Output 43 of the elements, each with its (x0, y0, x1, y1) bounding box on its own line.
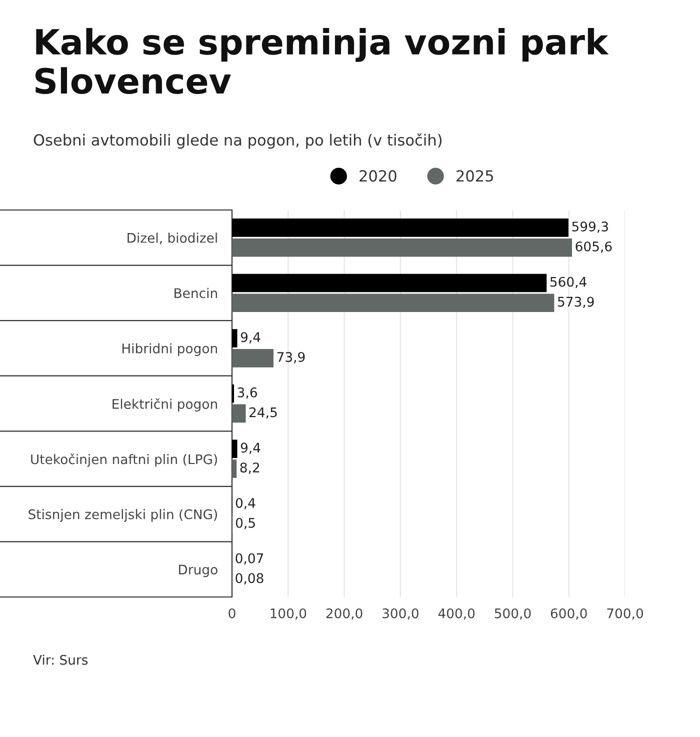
x-tick-label: 300,0 (382, 608, 418, 620)
x-tick-label: 400,0 (438, 608, 475, 620)
data-label: 24,5 (250, 407, 277, 419)
data-label: 0,4 (236, 498, 256, 510)
data-label: 8,2 (240, 462, 260, 474)
bar (232, 218, 568, 237)
y-tick-label: Drugo (179, 564, 218, 578)
x-tick-label: 600,0 (550, 608, 587, 620)
x-tick-label: 500,0 (494, 608, 531, 620)
y-tick-label: Dizel, biodizel (128, 232, 217, 244)
y-tick-label: Hibridni pogon (122, 343, 217, 356)
bar (232, 274, 547, 292)
bar (232, 440, 238, 458)
chart-title: Kako se spreminja vozni park Slovencev (35, 28, 609, 94)
bar (232, 294, 554, 312)
bar (232, 238, 572, 257)
data-label: 0,5 (236, 518, 255, 530)
legend-label: 2020 (360, 170, 396, 182)
data-label: 573,9 (558, 296, 594, 308)
legend-label: 2025 (456, 170, 493, 182)
data-label: 9,4 (240, 332, 260, 344)
bar (232, 329, 238, 348)
data-label: 73,9 (277, 352, 305, 364)
data-label: 560,4 (550, 276, 586, 288)
data-label: 0,07 (236, 553, 264, 565)
y-tick-label: Utekočinjen naftni plin (LPG) (31, 454, 217, 467)
data-label: 599,3 (572, 222, 608, 233)
text: Vir: Surs (33, 654, 88, 665)
y-tick-label: Električni pogon (112, 398, 217, 412)
x-tick-label: 700,0 (607, 608, 644, 620)
bar (232, 460, 237, 478)
bar (232, 349, 274, 368)
data-label: 605,6 (576, 241, 612, 253)
x-tick-label: 100,0 (270, 608, 306, 620)
chart-subtitle: Osebni avtomobili glede na pogon, po letih (v tisočih) (34, 133, 442, 149)
y-tick-label: Stisnjen zemeljski plin (CNG) (28, 509, 217, 522)
y-tick-label: Bencin (174, 288, 217, 298)
data-label: 0,08 (236, 573, 264, 584)
data-label: 3,6 (238, 387, 257, 399)
data-label: 9,4 (240, 442, 260, 454)
x-tick-label: 0 (228, 608, 236, 618)
x-tick-label: 200,0 (326, 608, 362, 620)
bar (232, 404, 246, 423)
